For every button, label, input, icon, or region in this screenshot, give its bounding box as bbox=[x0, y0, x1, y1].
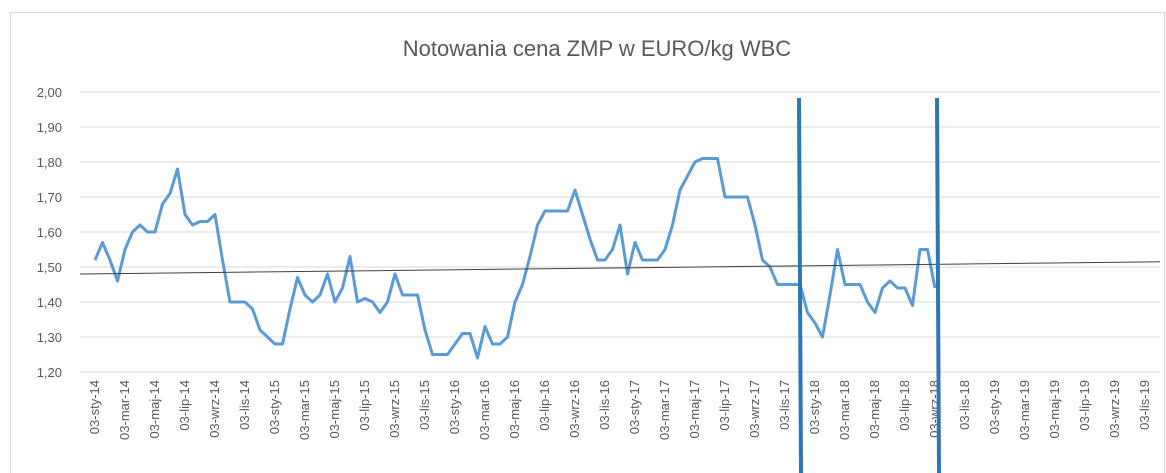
x-tick-label: 03-sty-19 bbox=[987, 380, 1002, 434]
data-line bbox=[93, 157, 937, 360]
x-tick-label: 03-maj-16 bbox=[507, 380, 522, 439]
x-tick-label: 03-maj-19 bbox=[1047, 380, 1062, 439]
chart-border bbox=[10, 12, 1165, 473]
x-tick-label: 03-lis-18 bbox=[957, 380, 972, 430]
x-tick-label: 03-lip-16 bbox=[537, 380, 552, 431]
x-tick-label: 03-lis-14 bbox=[237, 380, 252, 430]
y-tick-label: 1,60 bbox=[37, 225, 62, 240]
x-tick-label: 03-mar-15 bbox=[297, 380, 312, 440]
x-tick-label: 03-lis-19 bbox=[1137, 380, 1152, 430]
y-tick-label: 1,40 bbox=[37, 295, 62, 310]
y-tick-label: 1,30 bbox=[37, 330, 62, 345]
x-tick-label: 03-lip-14 bbox=[177, 380, 192, 431]
y-tick-label: 1,50 bbox=[37, 260, 62, 275]
x-tick-label: 03-sty-16 bbox=[447, 380, 462, 434]
x-tick-label: 03-mar-16 bbox=[477, 380, 492, 440]
x-tick-label: 03-lis-15 bbox=[417, 380, 432, 430]
x-tick-label: 03-wrz-19 bbox=[1107, 380, 1122, 438]
x-tick-label: 03-mar-17 bbox=[657, 380, 672, 440]
x-tick-label: 03-mar-14 bbox=[117, 380, 132, 440]
y-tick-label: 2,00 bbox=[37, 85, 62, 100]
y-tick-label: 1,70 bbox=[37, 190, 62, 205]
x-tick-label: 03-lis-17 bbox=[777, 380, 792, 430]
y-tick-label: 1,20 bbox=[37, 365, 62, 380]
x-tick-label: 03-sty-14 bbox=[87, 380, 102, 434]
x-tick-label: 03-maj-15 bbox=[327, 380, 342, 439]
trend-line bbox=[79, 261, 1161, 275]
x-tick-label: 03-lip-19 bbox=[1077, 380, 1092, 431]
x-tick-label: 03-lip-17 bbox=[717, 380, 732, 431]
x-tick-label: 03-maj-17 bbox=[687, 380, 702, 439]
x-tick-label: 03-mar-18 bbox=[837, 380, 852, 440]
x-tick-label: 03-wrz-15 bbox=[387, 380, 402, 438]
x-tick-label: 03-maj-18 bbox=[867, 380, 882, 439]
x-tick-label: 03-wrz-16 bbox=[567, 380, 582, 438]
y-tick-label: 1,90 bbox=[37, 120, 62, 135]
x-tick-label: 03-wrz-14 bbox=[207, 380, 222, 438]
x-tick-label: 03-maj-14 bbox=[147, 380, 162, 439]
x-tick-label: 03-lip-18 bbox=[897, 380, 912, 431]
marker-line bbox=[797, 97, 803, 473]
y-tick-label: 1,80 bbox=[37, 155, 62, 170]
x-tick-label: 03-wrz-17 bbox=[747, 380, 762, 438]
x-tick-label: 03-sty-15 bbox=[267, 380, 282, 434]
x-tick-label: 03-sty-18 bbox=[807, 380, 822, 434]
plot bbox=[79, 157, 1161, 360]
x-tick-label: 03-lis-16 bbox=[597, 380, 612, 430]
x-tick-label: 03-mar-19 bbox=[1017, 380, 1032, 440]
grid: 1,20 1,30 1,40 1,50 1,60 1,70 1,80 1,90 2,00 03-s… bbox=[37, 85, 1160, 440]
chart-title: Notowania cena ZMP w EURO/kg WBC bbox=[403, 36, 791, 61]
marker-line bbox=[935, 97, 941, 473]
x-tick-label: 03-sty-17 bbox=[627, 380, 642, 434]
x-tick-label: 03-lip-15 bbox=[357, 380, 372, 431]
